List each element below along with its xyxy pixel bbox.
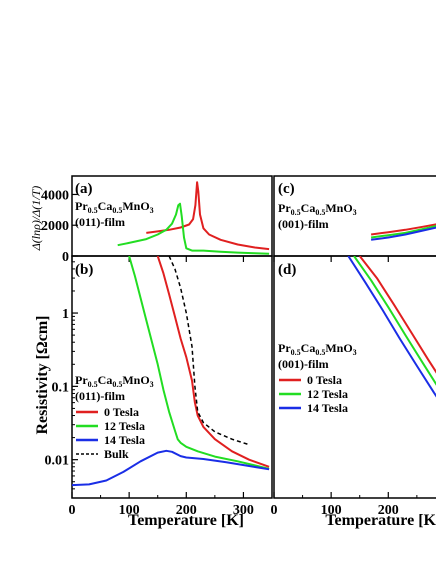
legend-label-bulk: Bulk: [104, 447, 129, 461]
legend-label-14t: 14 Tesla: [104, 433, 145, 447]
legend-d-label-12t: 12 Tesla: [307, 387, 348, 401]
panel-c-compound: Pr0.5Ca0.5MnO3: [278, 201, 357, 217]
panel-a-series-1: [117, 202, 270, 255]
panel-d-label: (d): [278, 262, 296, 278]
panel-a-compound: Pr0.5Ca0.5MnO3: [75, 199, 154, 215]
y-tick-label: 1: [62, 307, 69, 322]
panel-a-label: (a): [75, 181, 93, 197]
panel-c-series-0: [370, 223, 436, 236]
panel-d-orientation: (001)-film: [278, 357, 329, 371]
panel-c-label: (c): [278, 181, 295, 197]
panel-d-series-14-tesla: [347, 256, 436, 398]
panel-d-series-0-tesla: [358, 256, 436, 374]
y-axis-label-top: Δ(lnρ)/Δ(1/T): [29, 186, 43, 252]
panel-b-frame: [71, 255, 273, 499]
legend-label-0t: 0 Tesla: [104, 405, 139, 419]
legend-d-label-14t: 14 Tesla: [307, 401, 348, 415]
y-tick-label: 0.1: [52, 380, 70, 395]
y-tick-label: 4000: [41, 188, 69, 203]
panel-b-legend: 0 Tesla 12 Tesla 14 Tesla Bulk: [76, 405, 145, 461]
panel-b-label: (b): [75, 262, 93, 278]
x-tick-label: 0: [271, 503, 278, 518]
x-tick-label: 200: [176, 503, 197, 518]
panel-b-series-14-tesla: [72, 449, 270, 487]
panel-c-orientation: (001)-film: [278, 217, 329, 231]
data-series: [72, 181, 436, 487]
y-tick-label: 0.01: [45, 454, 70, 469]
x-axis-label-left: Temperature [K]: [128, 512, 244, 529]
panel-b-compound: Pr0.5Ca0.5MnO3: [75, 373, 154, 389]
panel-frames: [71, 175, 436, 499]
x-tick-label: 300: [233, 503, 254, 518]
panel-b-series-bulk: [168, 256, 250, 446]
x-tick-label: 200: [378, 503, 399, 518]
x-tick-label: 0: [69, 503, 76, 518]
panel-b-orientation: (011)-film: [75, 389, 125, 403]
panel-a-series-0: [146, 181, 270, 251]
x-axis-label-right: Temperature [K: [325, 512, 436, 529]
x-tick-label: 100: [119, 503, 140, 518]
panel-b-series-12-tesla: [128, 256, 270, 470]
x-tick-label: 100: [321, 503, 342, 518]
y-tick-label: 0: [62, 250, 69, 265]
panel-d-legend: 0 Tesla 12 Tesla 14 Tesla: [279, 373, 348, 415]
legend-d-label-0t: 0 Tesla: [307, 373, 342, 387]
panel-b-series-0-tesla: [156, 256, 270, 468]
panel-d-compound: Pr0.5Ca0.5MnO3: [278, 341, 357, 357]
panel-d-series-12-tesla: [353, 256, 436, 386]
panel-a-orientation: (011)-film: [75, 215, 125, 229]
panel-c-series-1: [370, 225, 436, 239]
panel-c-series-2: [370, 226, 436, 241]
y-tick-label: 2000: [41, 219, 69, 234]
panel-d-frame: [273, 255, 436, 499]
legend-label-12t: 12 Tesla: [104, 419, 145, 433]
y-axis-label-bottom: Resistivity [Ωcm]: [34, 316, 51, 435]
